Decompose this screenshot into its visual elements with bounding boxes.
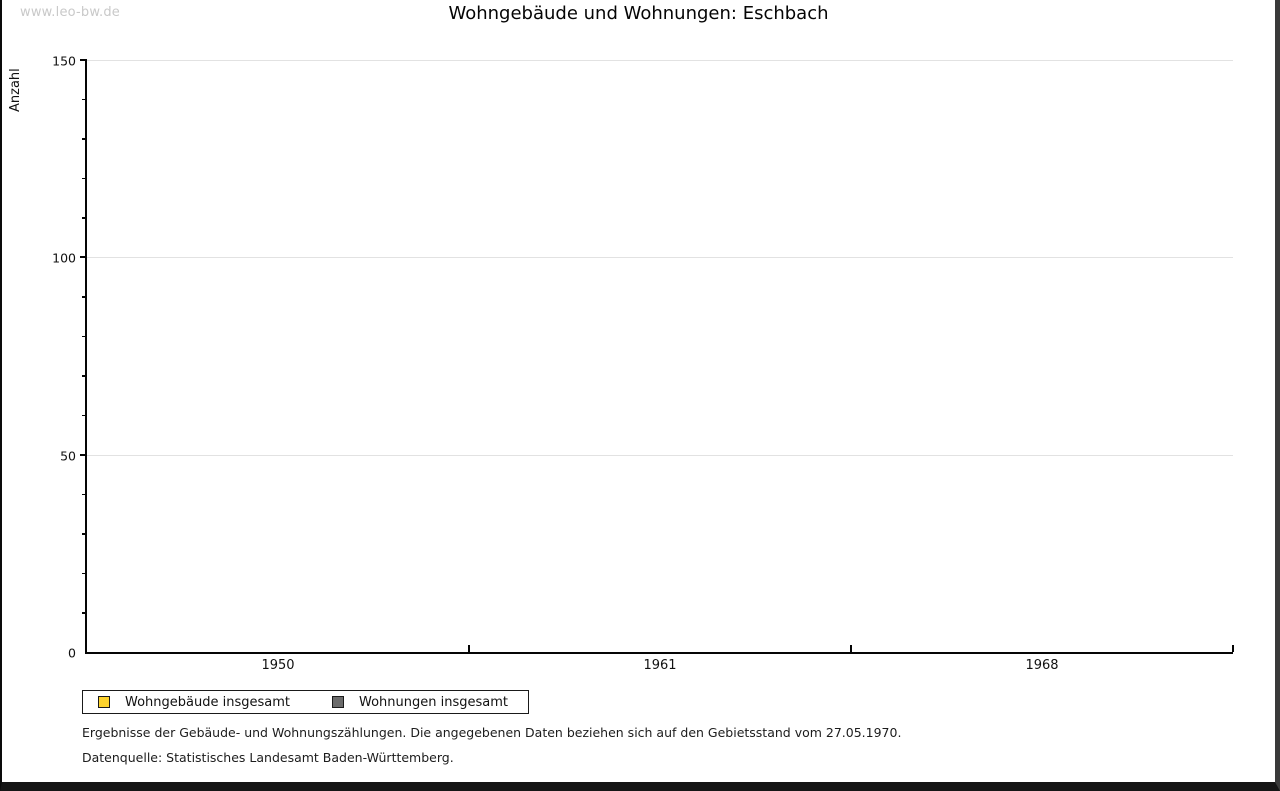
y-tick-label: 100 [52,250,76,266]
legend-swatch-yellow [98,696,110,708]
watermark: www.leo-bw.de [20,5,121,20]
x-axis-tick [849,645,852,652]
gridline [87,257,1233,259]
footnote-line-1: Ergebnisse der Gebäude- und Wohnungszähl… [82,725,902,740]
footnote-line-2: Datenquelle: Statistisches Landesamt Bad… [82,750,454,765]
y-tick-major [80,256,87,259]
y-tick-minor [82,98,87,101]
y-tick-label: 50 [60,448,76,464]
legend-label: Wohngebäude insgesamt [125,694,290,710]
legend: Wohngebäude insgesamt Wohnungen insgesam… [82,690,529,714]
y-tick-minor [82,572,87,575]
y-tick-label: 150 [52,53,76,69]
x-tick-label: 1961 [643,658,677,673]
y-tick-minor [82,217,87,219]
y-tick-minor [82,414,87,417]
y-tick-major [80,453,87,456]
legend-swatch-gray [332,696,344,708]
y-tick-minor [82,533,87,535]
legend-item-wohnungen: Wohnungen insgesamt [332,695,508,710]
bar-group: 1961 [469,60,851,673]
y-axis-label: Anzahl [8,68,23,112]
y-tick-minor [82,375,87,377]
y-tick-major [80,59,87,61]
x-tick-label: 1968 [1025,658,1059,673]
bar-group: 1968 [851,60,1233,673]
legend-label: Wohnungen insgesamt [359,694,508,710]
x-axis-tick [1232,645,1234,652]
chart-title: Wohngebäude und Wohnungen: Eschbach [448,3,829,24]
y-tick-label: 0 [68,645,76,661]
x-axis-tick [467,645,470,652]
plot-area: 0 50 100 150 1950 1961 1968 [52,54,1234,673]
y-tick-minor [82,296,87,298]
y-tick-minor [82,138,87,140]
gridline [87,60,1233,61]
y-tick-minor [82,335,87,338]
x-tick-label: 1950 [261,658,295,673]
bar-group: 1950 [87,60,469,673]
legend-item-wohngebaeude: Wohngebäude insgesamt [98,695,290,710]
y-tick-minor [82,612,87,614]
y-tick-minor [82,177,87,180]
gridline [87,454,1233,456]
y-tick-minor [82,493,87,496]
